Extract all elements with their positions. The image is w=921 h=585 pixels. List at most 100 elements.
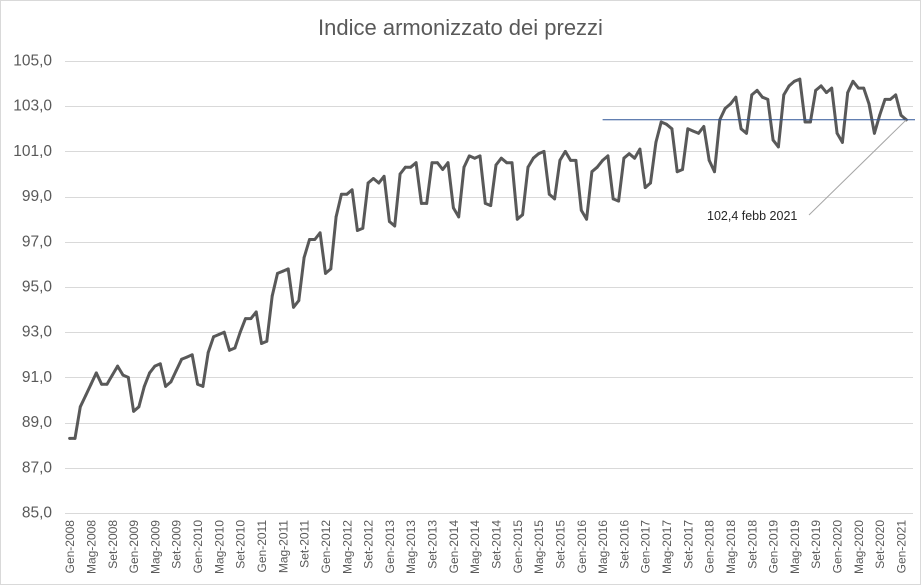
data-point	[94, 371, 98, 375]
data-point	[755, 89, 759, 92]
y-tick-label: 101,0	[13, 143, 52, 160]
annotation-label: 102,4 febb 2021	[707, 209, 797, 223]
data-point	[238, 330, 242, 334]
x-tick-label: Mag-2019	[788, 520, 802, 574]
data-point	[467, 154, 471, 158]
data-point	[537, 152, 540, 156]
x-tick-label: Mag-2015	[532, 520, 546, 574]
data-point	[270, 294, 274, 298]
data-point	[318, 231, 322, 235]
y-tick-label: 97,0	[22, 233, 53, 250]
chart-title: Indice armonizzato dei prezzi	[318, 15, 603, 40]
data-point	[702, 125, 706, 128]
data-point	[110, 373, 114, 377]
x-tick-label: Gen-2014	[447, 520, 461, 574]
data-point	[265, 339, 269, 343]
data-point	[691, 129, 695, 133]
data-point	[483, 202, 487, 205]
data-point	[798, 77, 802, 81]
data-point	[846, 91, 850, 94]
data-point	[862, 86, 866, 90]
data-point	[809, 120, 812, 124]
data-point	[217, 333, 221, 336]
data-point	[414, 161, 418, 165]
data-point	[478, 154, 482, 158]
data-point	[707, 159, 711, 162]
x-tick-label: Mag-2016	[596, 520, 610, 574]
data-point	[228, 348, 231, 352]
x-tick-label: Gen-2008	[63, 520, 77, 574]
data-point	[574, 159, 578, 162]
data-point	[462, 165, 466, 169]
data-point	[569, 159, 572, 162]
data-point	[441, 168, 445, 171]
data-point	[750, 93, 754, 97]
x-tick-label: Set-2010	[234, 520, 248, 569]
data-point	[452, 206, 455, 210]
x-tick-label: Set-2015	[553, 520, 567, 569]
data-point	[206, 351, 210, 354]
data-point	[196, 382, 200, 386]
data-point	[590, 170, 594, 174]
data-point	[84, 394, 88, 397]
data-point	[78, 405, 82, 409]
x-tick-label: Mag-2018	[724, 520, 738, 574]
data-point	[276, 272, 279, 275]
x-tick-label: Mag-2011	[276, 520, 290, 573]
data-point	[372, 177, 375, 180]
data-point	[254, 310, 258, 314]
data-point	[713, 170, 716, 174]
x-tick-label: Set-2008	[106, 520, 120, 569]
data-point	[782, 93, 786, 97]
x-tick-label: Gen-2017	[639, 520, 653, 574]
data-point	[531, 156, 535, 160]
data-point	[734, 95, 738, 99]
data-point	[388, 220, 391, 223]
data-point	[787, 84, 791, 88]
x-tick-label: Mag-2012	[340, 520, 354, 574]
x-tick-label: Set-2016	[617, 520, 631, 569]
data-point	[579, 208, 583, 212]
data-point	[116, 364, 119, 368]
data-point	[739, 127, 743, 131]
data-point	[622, 156, 626, 160]
data-point	[190, 353, 194, 357]
data-point	[212, 335, 216, 339]
data-point	[542, 150, 546, 153]
data-point	[425, 202, 429, 205]
data-point	[398, 172, 402, 176]
data-point	[601, 159, 604, 162]
x-tick-label: Set-2014	[490, 520, 504, 569]
data-point	[771, 138, 775, 142]
data-point	[286, 267, 290, 271]
x-tick-label: Set-2019	[809, 520, 823, 569]
data-point	[611, 197, 615, 201]
data-point	[729, 102, 732, 106]
data-point	[292, 305, 295, 309]
data-point	[73, 437, 77, 440]
data-point	[505, 161, 509, 165]
gridlines	[65, 61, 913, 514]
x-tick-label: Mag-2008	[85, 520, 99, 574]
annotation-leader-line	[808, 119, 907, 216]
data-point	[510, 161, 514, 165]
data-point	[899, 113, 903, 117]
x-tick-label: Gen-2016	[575, 520, 589, 574]
data-point	[851, 79, 855, 83]
x-axis-labels: Gen-2008 Mag-2008 Set-2008 Gen-2009 Mag-2009…	[63, 520, 908, 574]
y-tick-label: 95,0	[22, 279, 53, 296]
data-point	[201, 385, 205, 388]
data-point	[164, 385, 168, 388]
data-point	[180, 357, 184, 361]
data-points	[68, 77, 908, 440]
data-point	[105, 382, 109, 386]
data-point	[521, 213, 524, 217]
data-point	[761, 95, 764, 99]
x-tick-label: Set-2018	[745, 520, 759, 569]
data-point	[324, 272, 327, 275]
data-point	[627, 152, 631, 156]
data-point	[766, 98, 770, 101]
data-point	[617, 199, 620, 203]
